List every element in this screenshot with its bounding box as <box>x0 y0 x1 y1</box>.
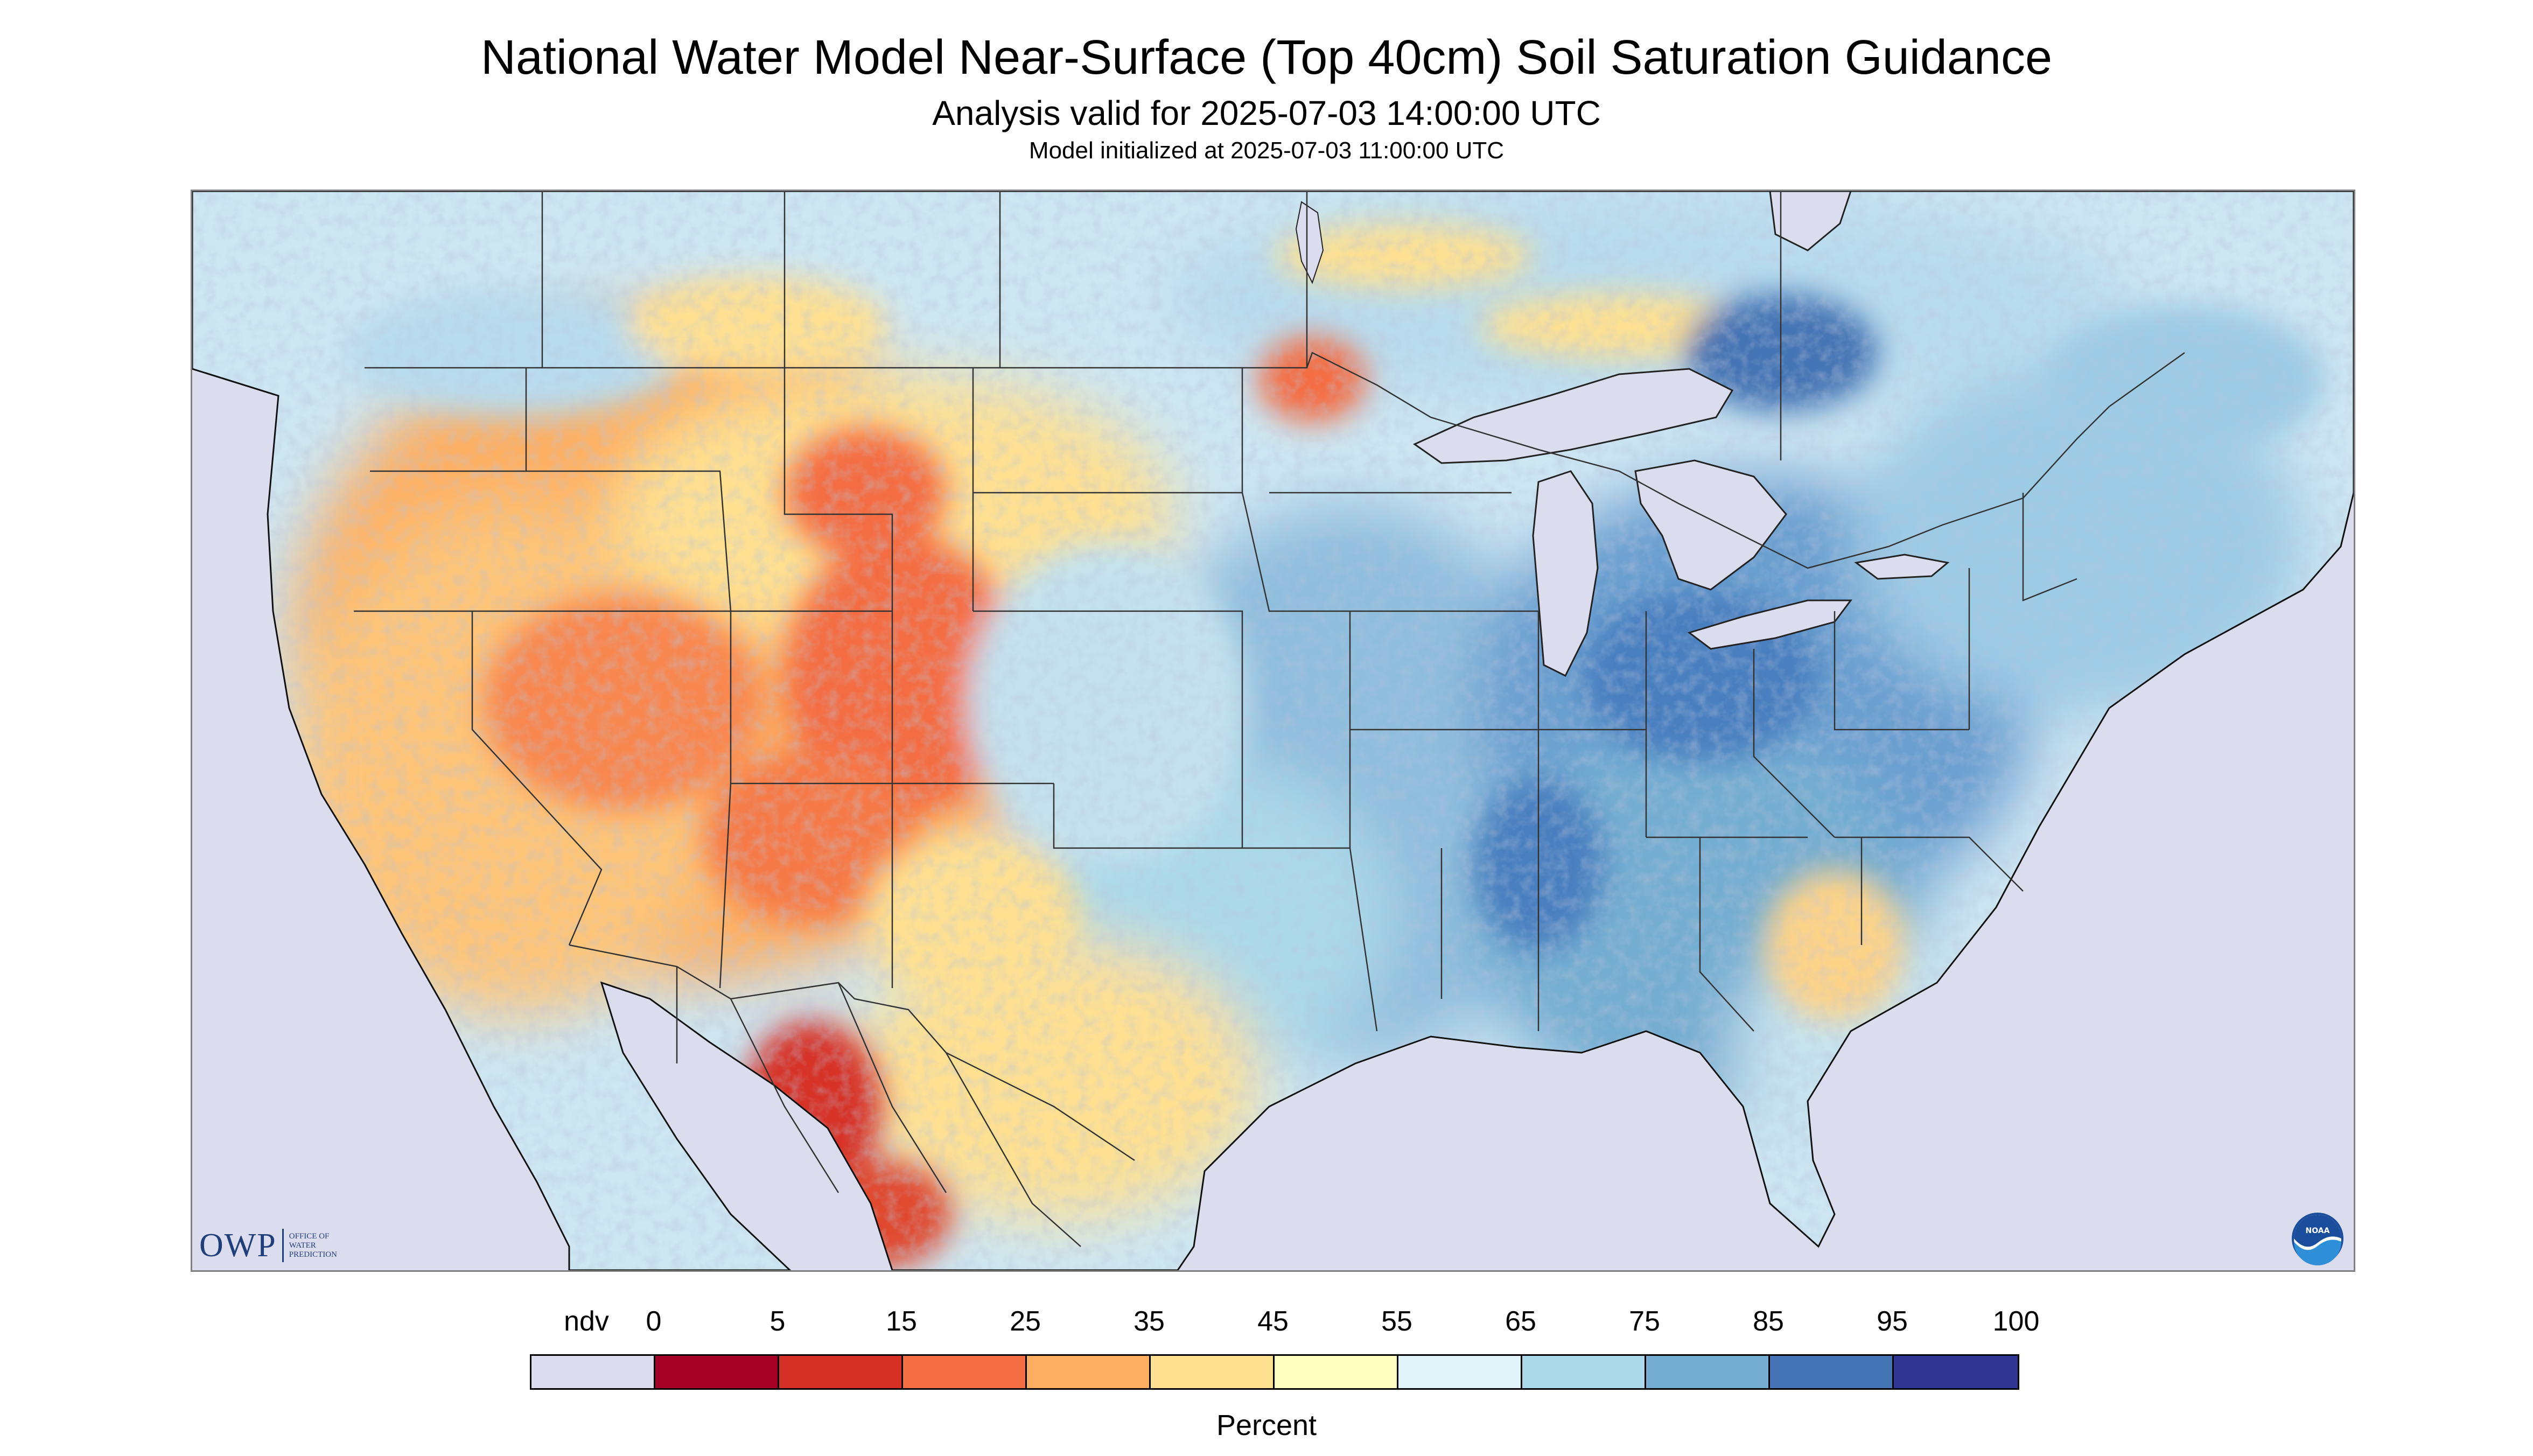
noaa-emblem-graphic: NOAA <box>2292 1213 2343 1265</box>
legend-swatch <box>903 1356 1027 1388</box>
state-lines-east <box>1645 493 2077 1032</box>
us-canada-border <box>365 352 2110 569</box>
political-boundaries <box>354 191 2185 1247</box>
owp-line-2: Water <box>289 1241 316 1250</box>
legend-color-bar <box>530 1354 2019 1390</box>
noaa-emblem-icon: NOAA <box>2291 1212 2345 1265</box>
owp-line-1: Office of <box>289 1231 330 1241</box>
legend-swatch <box>1894 1356 2018 1388</box>
legend-swatch <box>1770 1356 1894 1388</box>
legend-tick-label: 15 <box>886 1306 917 1337</box>
lake-superior <box>1412 368 1734 464</box>
owp-line-3: Prediction <box>289 1250 337 1259</box>
noaa-emblem-text: NOAA <box>2306 1227 2330 1235</box>
canada-province-lines <box>541 191 2185 460</box>
legend-swatch <box>655 1356 779 1388</box>
lake-huron <box>1634 459 1787 591</box>
legend-tick-label: 95 <box>1877 1306 1908 1337</box>
analysis-valid-time: Analysis valid for 2025-07-03 14:00:00 U… <box>932 94 1601 132</box>
owp-office-name: Office of Water Prediction <box>289 1232 337 1259</box>
hudson-bay-inlet <box>1769 191 1852 251</box>
us-mexico-border <box>569 944 1081 1247</box>
map-title: National Water Model Near-Surface (Top 4… <box>480 31 2052 85</box>
legend-swatch <box>779 1356 903 1388</box>
legend-labels: ndv 0 5 15 25 35 45 55 65 75 85 95 100 <box>0 1307 2533 1340</box>
soil-saturation-map <box>191 190 2355 1272</box>
legend-tick-label: 0 <box>646 1306 662 1337</box>
legend-swatch <box>1522 1356 1646 1388</box>
legend-tick-label: 5 <box>769 1306 786 1337</box>
legend-tick-label: 25 <box>1010 1306 1041 1337</box>
legend-swatch <box>1151 1356 1275 1388</box>
owp-divider <box>282 1229 284 1262</box>
legend-tick-label: 35 <box>1133 1306 1165 1337</box>
legend-swatch <box>531 1356 655 1388</box>
mexico-state-lines <box>676 967 1135 1193</box>
legend-tick-label: 75 <box>1629 1306 1660 1337</box>
lake-michigan <box>1532 470 1599 677</box>
legend-swatch <box>1646 1356 1770 1388</box>
legend-tick-label: 45 <box>1257 1306 1289 1337</box>
legend-label-ndv: ndv <box>564 1306 609 1337</box>
legend-tick-label: 65 <box>1505 1306 1536 1337</box>
legend-tick-label: 55 <box>1381 1306 1412 1337</box>
lake-winnipeg <box>1295 201 1324 284</box>
legend-unit-label: Percent <box>1216 1409 1317 1441</box>
lake-ontario <box>1854 554 1950 580</box>
model-init-time: Model initialized at 2025-07-03 11:00:00… <box>1028 137 1505 164</box>
legend-swatch <box>1275 1356 1398 1388</box>
legend-tick-label: 100 <box>1992 1306 2040 1337</box>
owp-wordmark: OWP <box>199 1227 277 1264</box>
owp-logo: OWP Office of Water Prediction <box>199 1227 337 1264</box>
great-lakes <box>1295 191 1950 677</box>
lake-erie <box>1687 599 1852 650</box>
legend-swatch <box>1398 1356 1522 1388</box>
map-canvas <box>192 191 2354 1270</box>
legend-tick-label: 85 <box>1753 1306 1784 1337</box>
legend-swatch <box>1027 1356 1151 1388</box>
state-lines-west <box>354 368 1350 989</box>
